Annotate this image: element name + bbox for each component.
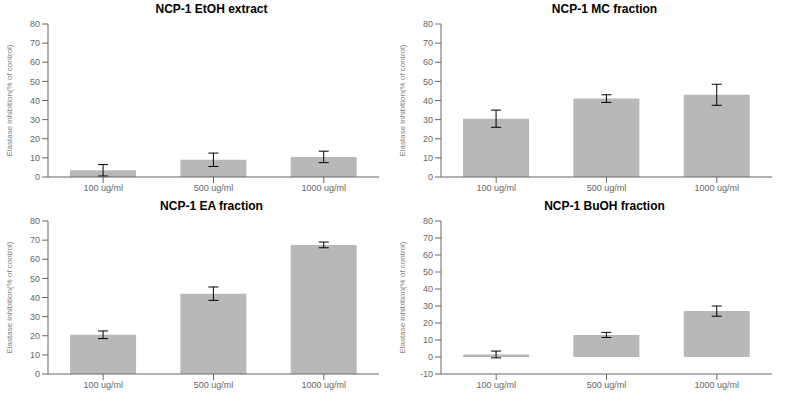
svg-text:Elastase inhibition(% of contr: Elastase inhibition(% of control)	[398, 241, 407, 353]
svg-text:50: 50	[423, 77, 433, 87]
svg-text:0: 0	[428, 172, 433, 182]
svg-text:70: 70	[30, 235, 40, 245]
svg-text:0: 0	[35, 369, 40, 379]
svg-text:70: 70	[423, 38, 433, 48]
svg-text:0: 0	[35, 172, 40, 182]
svg-text:30: 30	[423, 115, 433, 125]
svg-text:80: 80	[423, 19, 433, 29]
html-text:NCP-1 EtOH extract: NCP-1 EtOH extract	[155, 2, 268, 16]
svg-text:0: 0	[428, 352, 433, 362]
svg-text:10: 10	[423, 335, 433, 345]
svg-text:100 ug/ml: 100 ug/ml	[83, 380, 123, 390]
svg-text:20: 20	[423, 318, 433, 328]
svg-text:20: 20	[30, 331, 40, 341]
svg-text:50: 50	[30, 77, 40, 87]
svg-text:1000 ug/ml: 1000 ug/ml	[302, 183, 347, 193]
svg-text:Elastase inhibition(% of contr: Elastase inhibition(% of control)	[398, 44, 407, 156]
svg-text:30: 30	[30, 115, 40, 125]
svg-text:1000 ug/ml: 1000 ug/ml	[695, 183, 740, 193]
html-text:NCP-1 BuOH fraction: NCP-1 BuOH fraction	[544, 199, 665, 213]
svg-text:50: 50	[30, 274, 40, 284]
svg-text:80: 80	[30, 216, 40, 226]
svg-text:500 ug/ml: 500 ug/ml	[194, 380, 234, 390]
svg-text:1000 ug/ml: 1000 ug/ml	[695, 380, 740, 390]
svg-text:60: 60	[30, 254, 40, 264]
svg-text:1000 ug/ml: 1000 ug/ml	[302, 380, 347, 390]
svg-text:80: 80	[423, 216, 433, 226]
svg-text:70: 70	[423, 233, 433, 243]
svg-text:500 ug/ml: 500 ug/ml	[587, 183, 627, 193]
html-text:NCP-1 MC fraction: NCP-1 MC fraction	[551, 2, 658, 16]
svg-text:40: 40	[423, 96, 433, 106]
svg-text:100 ug/ml: 100 ug/ml	[83, 183, 123, 193]
svg-text:20: 20	[423, 134, 433, 144]
svg-text:100 ug/ml: 100 ug/ml	[476, 183, 516, 193]
svg-text:40: 40	[423, 284, 433, 294]
svg-text:60: 60	[423, 250, 433, 260]
svg-text:500 ug/ml: 500 ug/ml	[587, 380, 627, 390]
svg-text:40: 40	[30, 293, 40, 303]
svg-text:500 ug/ml: 500 ug/ml	[194, 183, 234, 193]
svg-text:20: 20	[30, 134, 40, 144]
svg-text:100 ug/ml: 100 ug/ml	[476, 380, 516, 390]
svg-text:40: 40	[30, 96, 40, 106]
svg-text:30: 30	[30, 312, 40, 322]
html-text:NCP-1 EA fraction: NCP-1 EA fraction	[160, 199, 263, 213]
svg-text:-10: -10	[420, 369, 433, 379]
svg-text:Elastase inhibition(% of contr: Elastase inhibition(% of control)	[8, 241, 14, 353]
svg-text:50: 50	[423, 267, 433, 277]
svg-text:30: 30	[423, 301, 433, 311]
svg-text:Elastase inhibition(% of contr: Elastase inhibition(% of control)	[8, 44, 14, 156]
svg-text:10: 10	[30, 350, 40, 360]
svg-text:10: 10	[423, 153, 433, 163]
svg-text:10: 10	[30, 153, 40, 163]
svg-text:60: 60	[30, 57, 40, 67]
svg-text:60: 60	[423, 57, 433, 67]
svg-text:80: 80	[30, 19, 40, 29]
svg-text:70: 70	[30, 38, 40, 48]
